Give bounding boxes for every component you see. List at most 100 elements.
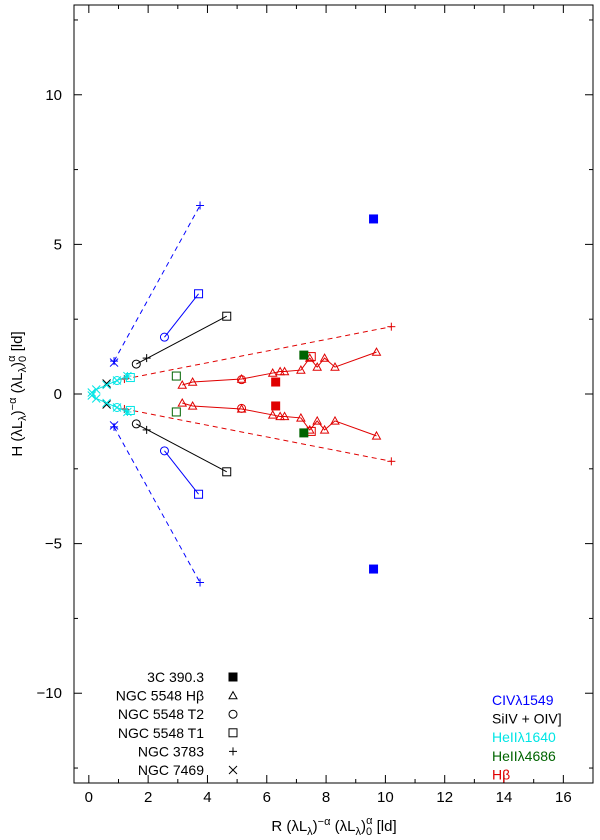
- y-tick-label: −5: [45, 536, 62, 553]
- line-legend-label: Hβ: [492, 766, 510, 782]
- y-axis-ticks: −10 −5 0 5 10: [37, 19, 593, 769]
- legend-marker: [229, 747, 237, 756]
- x-axis-ticks: 0 2 4 6 8 10 12 14 16: [85, 5, 594, 806]
- series-line: [124, 326, 392, 380]
- data-point: [330, 415, 340, 425]
- y-tick-label: −10: [37, 685, 62, 702]
- line-legend-label: HeIIλ4686: [492, 748, 556, 764]
- data-point: [159, 332, 169, 342]
- series-line: [124, 408, 392, 462]
- data-point: [112, 376, 122, 385]
- data-point: [171, 407, 181, 417]
- data-point: [194, 289, 204, 299]
- data-point: [171, 371, 181, 381]
- data-point: [187, 377, 198, 386]
- y-tick-label: 5: [54, 236, 62, 253]
- legend-label: NGC 5548 T2: [118, 706, 204, 722]
- data-point: [91, 394, 101, 403]
- data-point: [123, 371, 132, 381]
- data-point: [91, 385, 101, 394]
- data-point: [299, 350, 309, 360]
- data-point: [123, 407, 132, 417]
- legend-marker: [228, 728, 238, 738]
- data-point: [299, 428, 309, 438]
- legend-label: NGC 5548 Hβ: [116, 688, 204, 704]
- x-tick-label: 8: [322, 789, 330, 806]
- x-tick-label: 12: [436, 789, 453, 806]
- data-point: [187, 400, 198, 410]
- data-point: [279, 366, 290, 376]
- legend-label: NGC 7469: [138, 762, 204, 778]
- x-tick-label: 6: [263, 789, 271, 806]
- legend-marker: [228, 709, 238, 719]
- series-line: [113, 205, 201, 362]
- data-point: [102, 380, 111, 390]
- data-point: [371, 430, 382, 440]
- x-tick-label: 16: [555, 789, 572, 806]
- data-point: [177, 397, 188, 407]
- data-point: [159, 446, 169, 456]
- data-point: [369, 564, 379, 574]
- line-legend-label: HeIIλ1640: [492, 729, 556, 745]
- x-tick-label: 0: [85, 789, 93, 806]
- series-line: [164, 293, 199, 338]
- data-point: [194, 489, 204, 499]
- data-point: [109, 421, 119, 430]
- legend-label: 3C 390.3: [147, 669, 204, 685]
- data-point: [387, 322, 396, 331]
- y-tick-label: 10: [45, 87, 62, 104]
- plot-frame: [73, 4, 594, 784]
- data-point: [131, 359, 141, 369]
- series-line: [182, 351, 377, 386]
- y-tick-label: 0: [54, 386, 62, 403]
- data-point: [330, 362, 340, 371]
- x-tick-label: 10: [377, 789, 394, 806]
- data-point: [371, 347, 382, 356]
- x-tick-label: 14: [496, 789, 513, 806]
- data-point: [369, 214, 379, 224]
- x-tick-label: 4: [203, 789, 211, 806]
- legend-label: NGC 3783: [138, 743, 204, 759]
- data-point: [271, 377, 281, 387]
- line-legend-label: CIVλ1549: [492, 692, 554, 708]
- series-line: [113, 426, 201, 583]
- data-point: [196, 201, 205, 210]
- data-point: [110, 357, 119, 366]
- data-point: [237, 403, 247, 413]
- legend-marker: [228, 765, 238, 775]
- data-point: [296, 412, 306, 422]
- data-point: [222, 467, 232, 477]
- legend-marker: [228, 672, 238, 682]
- series-line: [136, 315, 227, 365]
- data-point: [237, 375, 247, 385]
- x-tick-label: 2: [144, 789, 152, 806]
- data-point: [102, 398, 111, 408]
- data-point: [177, 379, 188, 389]
- line-legend-label: SiIV + OIV]: [492, 711, 562, 727]
- data-point: [109, 358, 119, 367]
- data-point: [267, 409, 278, 419]
- plot-area: [87, 201, 396, 587]
- data-point: [236, 374, 247, 383]
- data-point: [131, 419, 141, 429]
- data-point: [112, 376, 122, 386]
- series-line: [164, 450, 199, 495]
- legend-marker: [228, 690, 238, 700]
- data-point: [222, 311, 232, 321]
- data-point: [319, 353, 330, 362]
- y-axis-label: H (λLλ)−α (λLλ)0α [ld]: [6, 331, 29, 456]
- data-point: [319, 424, 330, 434]
- legend-label: NGC 5548 T1: [118, 725, 204, 741]
- data-point: [87, 391, 97, 400]
- data-point: [387, 457, 396, 466]
- data-point: [279, 411, 290, 421]
- data-point: [296, 365, 306, 374]
- data-point: [112, 403, 122, 412]
- data-point: [312, 415, 323, 425]
- data-point: [112, 402, 122, 412]
- data-point: [110, 422, 119, 431]
- data-point: [196, 578, 205, 587]
- data-point: [271, 401, 281, 411]
- line-legend: CIVλ1549 SiIV + OIV] HeIIλ1640 HeIIλ4686 Hβ: [492, 692, 562, 782]
